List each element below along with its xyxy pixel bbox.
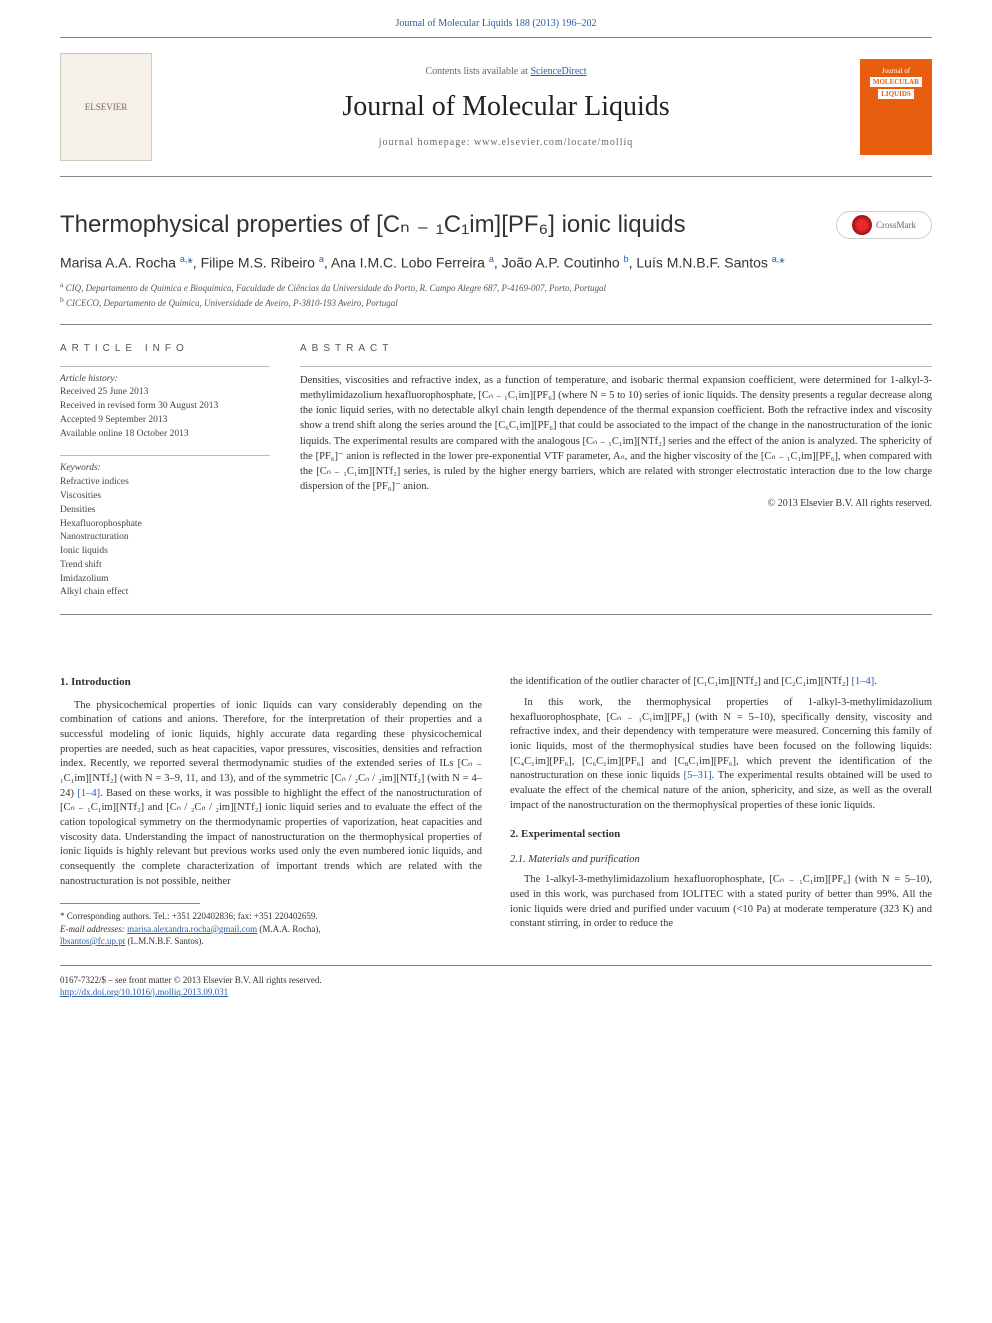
section-2-heading: 2. Experimental section <box>510 827 932 842</box>
title-row: Thermophysical properties of [Cₙ ₋ ₁C₁im… <box>60 211 932 240</box>
keyword-item: Imidazolium <box>60 573 270 587</box>
affiliation-a: a CIQ, Departamento de Química e Bioquím… <box>60 280 932 295</box>
cover-label-1: Journal of <box>882 67 910 75</box>
email-link-2[interactable]: lbsantos@fc.up.pt <box>60 936 125 946</box>
history-label: Article history: <box>60 373 270 387</box>
keywords-block: Keywords: Refractive indices Viscosities… <box>60 455 270 600</box>
email-link-1[interactable]: marisa.alexandra.rocha@gmail.com <box>127 924 257 934</box>
bottom-meta: 0167-7322/$ – see front matter © 2013 El… <box>60 965 932 998</box>
keyword-item: Trend shift <box>60 559 270 573</box>
ref-link[interactable]: [5–31] <box>684 770 712 781</box>
section-2-1-heading: 2.1. Materials and purification <box>510 853 932 868</box>
materials-para: The 1-alkyl-3-methylimidazolium hexafluo… <box>510 873 932 932</box>
crossmark-label: CrossMark <box>876 220 916 230</box>
abstract-copyright: © 2013 Elsevier B.V. All rights reserved… <box>300 498 932 509</box>
left-column: 1. Introduction The physicochemical prop… <box>60 675 482 947</box>
journal-cover-thumb: Journal of MOLECULAR LIQUIDS <box>860 59 932 155</box>
rule-under-abstract <box>60 614 932 615</box>
info-abstract-block: ARTICLE INFO Article history: Received 2… <box>60 343 932 600</box>
homepage-url[interactable]: www.elsevier.com/locate/molliq <box>474 137 633 148</box>
crossmark-badge[interactable]: CrossMark <box>836 211 932 239</box>
article-history: Article history: Received 25 June 2013 R… <box>60 366 270 442</box>
article-info: ARTICLE INFO Article history: Received 2… <box>60 343 270 600</box>
homepage-line: journal homepage: www.elsevier.com/locat… <box>152 137 860 148</box>
elsevier-logo: ELSEVIER <box>60 53 152 161</box>
body-columns: 1. Introduction The physicochemical prop… <box>60 675 932 947</box>
corresponding-authors-footnote: * Corresponding authors. Tel.: +351 2204… <box>60 910 482 946</box>
right-column: the identification of the outlier charac… <box>510 675 932 947</box>
contents-lists-line: Contents lists available at ScienceDirec… <box>152 66 860 77</box>
history-received: Received 25 June 2013 <box>60 386 270 400</box>
footnote-emails: E-mail addresses: marisa.alexandra.rocha… <box>60 923 482 947</box>
rule-under-affiliations <box>60 324 932 325</box>
abstract-text: Densities, viscosities and refractive in… <box>300 366 932 495</box>
journal-name: Journal of Molecular Liquids <box>152 91 860 123</box>
keywords-label: Keywords: <box>60 462 270 476</box>
keyword-item: Densities <box>60 504 270 518</box>
journal-citation-link[interactable]: Journal of Molecular Liquids 188 (2013) … <box>0 0 992 29</box>
cover-label-2: MOLECULAR <box>870 77 922 87</box>
paper-title: Thermophysical properties of [Cₙ ₋ ₁C₁im… <box>60 211 686 240</box>
cover-label-3: LIQUIDS <box>878 89 914 99</box>
intro-para-1: The physicochemical properties of ionic … <box>60 699 482 890</box>
footnote-tel: * Corresponding authors. Tel.: +351 2204… <box>60 910 482 922</box>
contents-prefix: Contents lists available at <box>425 66 530 77</box>
article-info-heading: ARTICLE INFO <box>60 343 270 354</box>
ref-link[interactable]: [1–4] <box>852 676 875 687</box>
intro-para-2: In this work, the thermophysical propert… <box>510 696 932 814</box>
ref-link[interactable]: [1–4] <box>77 788 100 799</box>
intro-para-cont: the identification of the outlier charac… <box>510 675 932 690</box>
keyword-item: Nanostructuration <box>60 531 270 545</box>
abstract-heading: ABSTRACT <box>300 343 932 354</box>
affiliation-b: b CICECO, Departamento de Química, Unive… <box>60 295 932 310</box>
keyword-item: Ionic liquids <box>60 545 270 559</box>
header-center: Contents lists available at ScienceDirec… <box>152 66 860 148</box>
history-revised: Received in revised form 30 August 2013 <box>60 400 270 414</box>
keyword-item: Viscosities <box>60 490 270 504</box>
keyword-item: Hexafluorophosphate <box>60 518 270 532</box>
affiliations: a CIQ, Departamento de Química e Bioquím… <box>60 280 932 309</box>
issn-line: 0167-7322/$ – see front matter © 2013 El… <box>60 974 932 986</box>
journal-header: ELSEVIER Contents lists available at Sci… <box>60 37 932 177</box>
crossmark-icon <box>852 215 872 235</box>
footnote-rule <box>60 903 200 904</box>
doi-link[interactable]: http://dx.doi.org/10.1016/j.molliq.2013.… <box>60 987 228 997</box>
section-1-heading: 1. Introduction <box>60 675 482 690</box>
homepage-prefix: journal homepage: <box>379 137 474 148</box>
keyword-item: Refractive indices <box>60 476 270 490</box>
keyword-item: Alkyl chain effect <box>60 586 270 600</box>
history-accepted: Accepted 9 September 2013 <box>60 414 270 428</box>
authors-line: Marisa A.A. Rocha a,*, Filipe M.S. Ribei… <box>60 254 932 271</box>
history-online: Available online 18 October 2013 <box>60 428 270 442</box>
sciencedirect-link[interactable]: ScienceDirect <box>530 66 586 77</box>
abstract: ABSTRACT Densities, viscosities and refr… <box>300 343 932 600</box>
